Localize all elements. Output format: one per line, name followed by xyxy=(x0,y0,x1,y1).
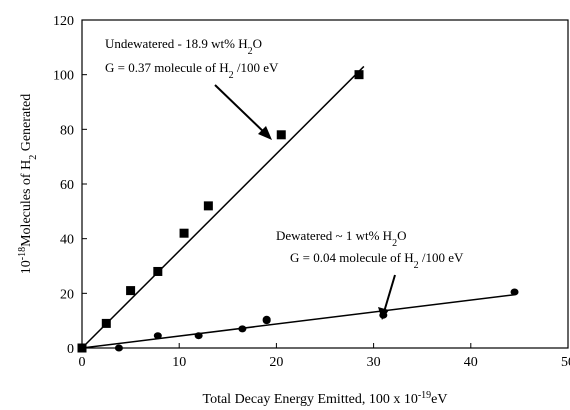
label-part: eV xyxy=(431,392,447,407)
label: G = 0.37 molecule of H2 /100 eV xyxy=(105,60,279,81)
label-part: Generated xyxy=(19,94,34,155)
x-tick-label: 0 xyxy=(79,355,86,370)
arrow xyxy=(214,84,269,137)
label-part: 2 xyxy=(392,238,397,249)
label-part: Molecules of H xyxy=(19,160,34,247)
point xyxy=(379,311,388,319)
label-part: O xyxy=(253,36,262,51)
x-tick-label: 10 xyxy=(172,355,186,370)
point xyxy=(194,332,203,340)
label: Dewatered ~ 1 wt% H2O xyxy=(276,228,406,249)
arrow xyxy=(383,274,396,313)
y-tick-label: 80 xyxy=(60,123,74,138)
point xyxy=(276,130,286,140)
point xyxy=(101,318,111,328)
label: Undewatered - 18.9 wt% H2O xyxy=(105,36,262,57)
y-tick-label: 20 xyxy=(60,287,74,302)
point xyxy=(179,228,189,238)
label-part: 10 xyxy=(19,260,34,274)
label-part: 2 xyxy=(414,260,419,271)
label-part: -18 xyxy=(17,247,28,260)
y-tick-label: 100 xyxy=(53,69,74,84)
label: Total Decay Energy Emitted, 100 x 10-19e… xyxy=(203,390,448,408)
y-tick-label: 0 xyxy=(67,342,74,357)
label-part: /100 eV xyxy=(234,60,279,75)
label-part: Dewatered ~ 1 wt% H xyxy=(276,228,392,243)
point xyxy=(238,325,247,333)
label-part: G = 0.04 molecule of H xyxy=(290,250,414,265)
point xyxy=(78,344,86,352)
label-part: O xyxy=(397,228,406,243)
label-part: 2 xyxy=(248,46,253,57)
point xyxy=(262,317,271,325)
x-tick-label: 40 xyxy=(464,355,478,370)
x-tick-label: 20 xyxy=(269,355,283,370)
label-part: -19 xyxy=(418,390,431,401)
label-part: 2 xyxy=(229,70,234,81)
point xyxy=(153,332,162,340)
point xyxy=(153,266,163,276)
y-tick-label: 60 xyxy=(60,178,74,193)
fit-line xyxy=(81,293,515,349)
fit-line xyxy=(81,65,365,349)
x-tick-label: 30 xyxy=(367,355,381,370)
label-part: /100 eV xyxy=(419,250,464,265)
label: G = 0.04 molecule of H2 /100 eV xyxy=(290,250,464,271)
point xyxy=(126,286,136,296)
point xyxy=(203,201,213,211)
x-tick-label: 50 xyxy=(561,355,570,370)
arrow-head xyxy=(258,126,272,140)
label-part: Undewatered - 18.9 wt% H xyxy=(105,36,248,51)
y-tick-label: 40 xyxy=(60,233,74,248)
label-part: Total Decay Energy Emitted, 100 x 10 xyxy=(203,392,418,407)
y-tick-label: 120 xyxy=(53,14,74,29)
label-part: 2 xyxy=(28,155,39,160)
point xyxy=(114,344,123,352)
label-part: G = 0.37 molecule of H xyxy=(105,60,229,75)
label: 10-18Molecules of H2 Generated xyxy=(17,94,39,274)
point xyxy=(510,288,519,296)
point xyxy=(354,70,364,80)
